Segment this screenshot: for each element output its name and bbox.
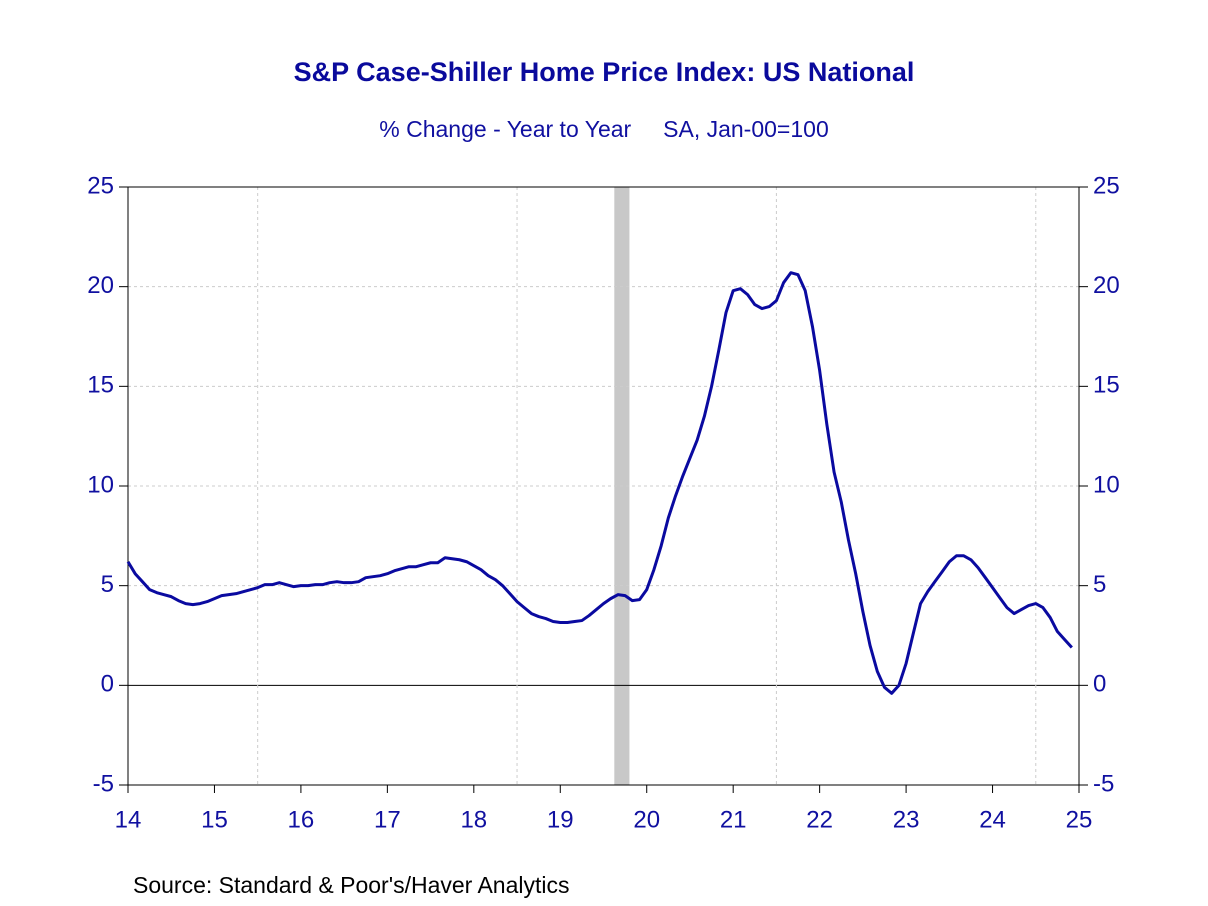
x-tick-label: 21 [720, 806, 747, 833]
x-tick-label: 16 [288, 806, 315, 833]
y-tick-label: -5 [93, 770, 114, 797]
y-tick-label: 5 [101, 571, 114, 598]
chart-title: S&P Case-Shiller Home Price Index: US Na… [294, 57, 915, 87]
x-tick-label: 25 [1066, 806, 1093, 833]
y-tick-label: 20 [87, 272, 114, 299]
y2-tick-label: 0 [1093, 671, 1106, 698]
y2-tick-label: 10 [1093, 471, 1120, 498]
y2-tick-label: 20 [1093, 272, 1120, 299]
source-note: Source: Standard & Poor's/Haver Analytic… [133, 872, 570, 898]
y2-tick-label: 5 [1093, 571, 1106, 598]
chart-subtitle: % Change - Year to Year SA, Jan-00=100 [379, 116, 828, 142]
x-tick-label: 20 [633, 806, 660, 833]
x-tick-label: 22 [806, 806, 833, 833]
y2-tick-label: -5 [1093, 770, 1114, 797]
x-tick-label: 19 [547, 806, 574, 833]
data-line [126, 271, 1073, 695]
x-tick-label: 23 [893, 806, 920, 833]
x-tick-label: 24 [979, 806, 1006, 833]
plot-frame [127, 186, 1080, 786]
y-tick-label: 10 [87, 471, 114, 498]
y-tick-label: 25 [87, 172, 114, 199]
x-tick-label: 14 [115, 806, 142, 833]
y-tick-label: 0 [101, 671, 114, 698]
x-tick-label: 17 [374, 806, 401, 833]
y2-tick-label: 15 [1093, 372, 1120, 399]
x-tick-label: 18 [460, 806, 487, 833]
x-tick-label: 15 [201, 806, 228, 833]
y2-tick-label: 25 [1093, 172, 1120, 199]
y-tick-label: 15 [87, 372, 114, 399]
